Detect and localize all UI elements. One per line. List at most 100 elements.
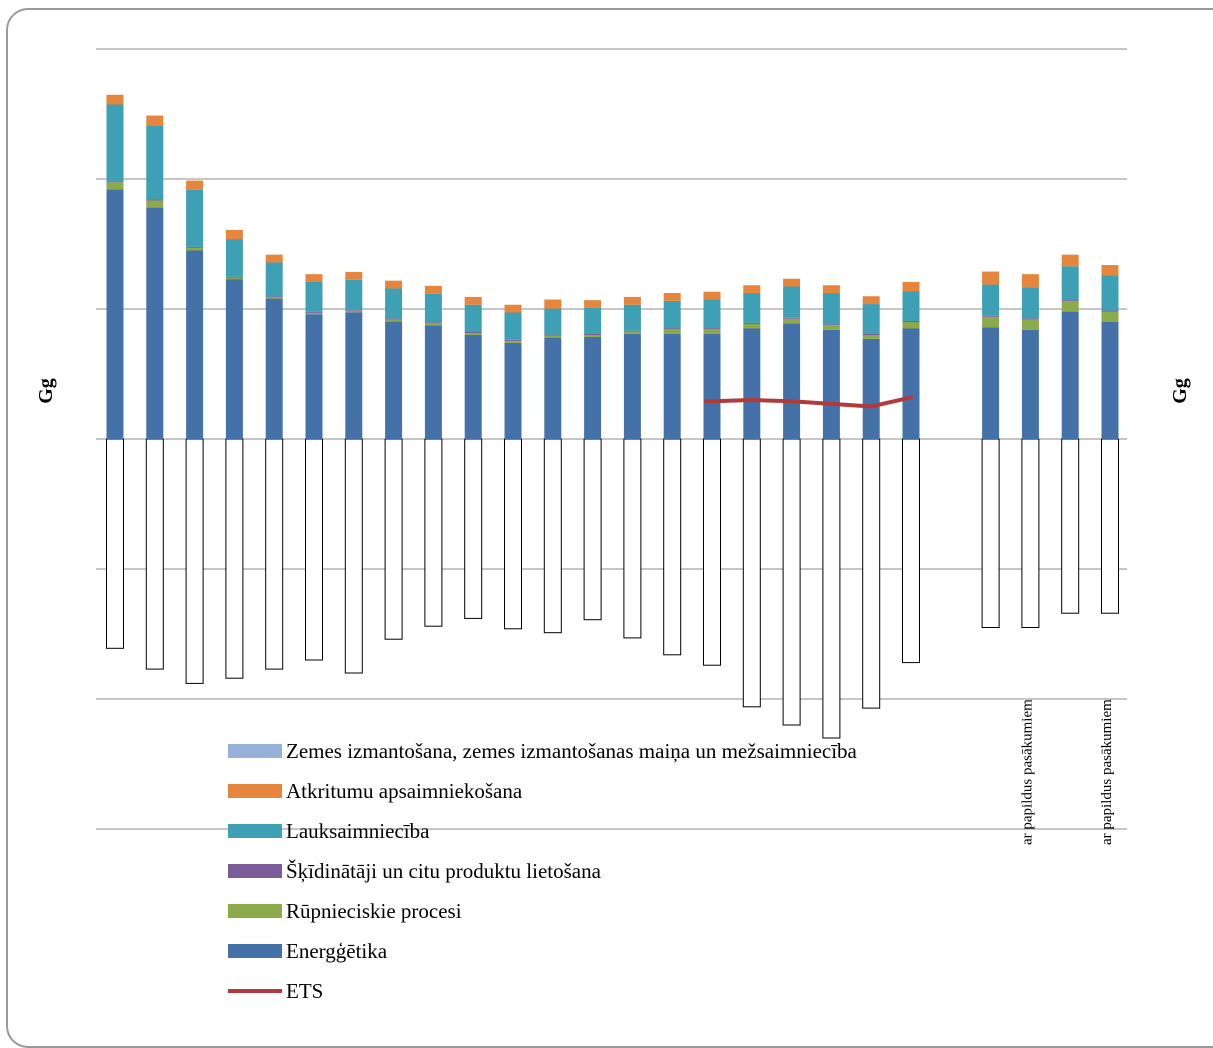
bar-segment	[265, 254, 283, 263]
bar-segment	[822, 329, 840, 439]
bar-lulucf	[623, 438, 642, 639]
bar-segment	[623, 331, 641, 334]
bar-segment	[424, 323, 442, 326]
legend-label: Šķīdinātāji un citu produktu lietošana	[286, 859, 602, 883]
bar-lulucf	[106, 438, 124, 649]
bar-segment	[663, 300, 681, 329]
bar-lulucf	[145, 438, 164, 670]
bar-segment	[225, 276, 243, 278]
bar-lulucf	[185, 438, 204, 684]
bar-segment	[584, 333, 602, 335]
annotation-label: ar papildus pasākumiem	[1019, 699, 1035, 845]
bar-segment	[1101, 265, 1119, 276]
bar-segment	[424, 322, 442, 324]
bar-segment	[1101, 322, 1119, 439]
bar-segment	[345, 310, 363, 313]
bar-segment	[225, 229, 243, 240]
bar-segment	[703, 333, 721, 439]
bar-lulucf	[344, 438, 363, 674]
legend-label: ETS	[286, 979, 323, 1003]
bar-segment	[1101, 311, 1119, 322]
bar-segment	[902, 322, 920, 329]
bar-segment	[504, 312, 522, 340]
bar-segment	[106, 189, 124, 439]
bar-segment	[743, 293, 761, 323]
ets-layer	[704, 395, 913, 409]
legend-label: Zemes izmantošana, zemes izmantošanas ma…	[286, 739, 858, 763]
bar-segment	[385, 321, 403, 439]
bar-segment	[424, 325, 442, 439]
bar-segment	[146, 207, 164, 439]
bar-segment	[464, 335, 482, 439]
legend-swatch	[228, 944, 282, 958]
bar-segment	[305, 312, 323, 315]
bar-segment	[186, 250, 204, 439]
bar-segment	[106, 182, 124, 190]
bar-segment	[225, 279, 243, 439]
bar-segment	[305, 314, 323, 439]
bar-segment	[862, 335, 880, 339]
bar-segment	[982, 327, 1000, 439]
bar-segment	[305, 274, 323, 282]
bar-segment	[743, 328, 761, 439]
bar-lulucf	[1021, 438, 1040, 628]
bar-segment	[982, 284, 1000, 316]
bar-segment	[504, 340, 522, 343]
bar-segment	[544, 308, 562, 335]
bar-segment	[1021, 318, 1039, 320]
bar-segment	[902, 328, 920, 439]
bar-segment	[584, 336, 602, 439]
legend-swatch	[228, 904, 282, 918]
bar-lulucf	[504, 438, 522, 630]
bar-segment	[146, 199, 164, 201]
bar-segment	[464, 332, 482, 334]
bar-segment	[464, 296, 482, 305]
bar-segment	[1061, 300, 1079, 302]
bar-segment	[106, 181, 124, 183]
legend-label: Atkritumu apsaimniekošana	[286, 779, 523, 803]
bar-segment	[982, 315, 1000, 317]
bar-segment	[385, 288, 403, 319]
bar-segment	[663, 329, 681, 334]
bar-segment	[743, 322, 761, 324]
bar-segment	[1021, 274, 1039, 288]
legend-label: Energģētika	[286, 939, 388, 963]
bar-segment	[544, 337, 562, 439]
bar-lulucf	[862, 438, 881, 709]
bar-segment	[1061, 266, 1079, 301]
bar-segment	[345, 279, 363, 310]
bar-segment	[225, 277, 243, 280]
bar-segment	[822, 285, 840, 294]
bar-segment	[623, 333, 641, 439]
bar-lulucf	[663, 438, 682, 656]
bar-segment	[783, 278, 801, 287]
bar-lulucf	[782, 438, 801, 726]
bar-segment	[186, 246, 204, 248]
bar-segment	[464, 333, 482, 335]
bar-segment	[225, 239, 243, 277]
bar-segment	[265, 296, 283, 298]
bar-segment	[385, 280, 403, 289]
bar-lulucf	[902, 438, 920, 664]
bar-lulucf	[305, 438, 323, 661]
legend-swatch	[228, 864, 282, 878]
bar-segment	[822, 293, 840, 325]
bar-segment	[106, 104, 124, 182]
bar-segment	[902, 320, 920, 322]
bar-segment	[584, 300, 602, 308]
bar-lulucf	[464, 438, 483, 619]
bar-lulucf	[543, 438, 562, 634]
bar-segment	[424, 293, 442, 323]
bar-segment	[146, 200, 164, 208]
bar-segment	[504, 339, 522, 341]
bar-segment	[186, 189, 204, 247]
annotation-label: ar papildus pasākumiem	[1099, 699, 1115, 845]
bar-segment	[504, 304, 522, 313]
legend-label: Rūpnieciskie procesi	[286, 899, 462, 923]
bar-segment	[703, 299, 721, 329]
bar-segment	[623, 330, 641, 332]
bar-segment	[186, 180, 204, 190]
bar-segment	[1101, 310, 1119, 312]
bar-lulucf	[583, 438, 602, 621]
bars	[106, 94, 1119, 739]
